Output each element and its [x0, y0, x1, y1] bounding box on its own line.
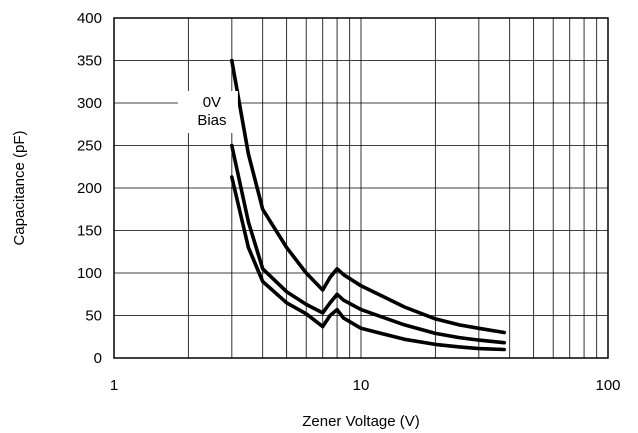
y-axis-title: Capacitance (pF)	[11, 130, 28, 245]
series-1-line	[230, 58, 506, 335]
tick-labels: 0 50 100 150 200 250 300 350 400 1 10 100	[77, 10, 621, 394]
y-tick-label: 0	[94, 350, 102, 367]
annotation-text: Bias	[197, 112, 226, 129]
y-tick-label: 400	[77, 10, 102, 27]
x-tick-label: 10	[353, 377, 370, 394]
series-2-line	[230, 143, 506, 345]
y-tick-label: 200	[77, 180, 102, 197]
annotation-background	[177, 91, 238, 133]
y-tick-label: 50	[85, 308, 102, 325]
y-tick-label: 300	[77, 95, 102, 112]
x-tick-label: 1	[110, 377, 118, 394]
series-3-line	[230, 175, 506, 352]
y-tick-label: 150	[77, 223, 102, 240]
x-axis-title: Zener Voltage (V)	[302, 413, 420, 430]
y-tick-label: 100	[77, 265, 102, 282]
annotation-text: 0V	[203, 94, 221, 111]
x-tick-label: 100	[595, 377, 620, 394]
y-tick-label: 250	[77, 138, 102, 155]
grid-lines	[114, 18, 608, 358]
y-tick-label: 350	[77, 53, 102, 70]
series-lines	[230, 58, 506, 352]
plot-frame	[113, 17, 609, 359]
